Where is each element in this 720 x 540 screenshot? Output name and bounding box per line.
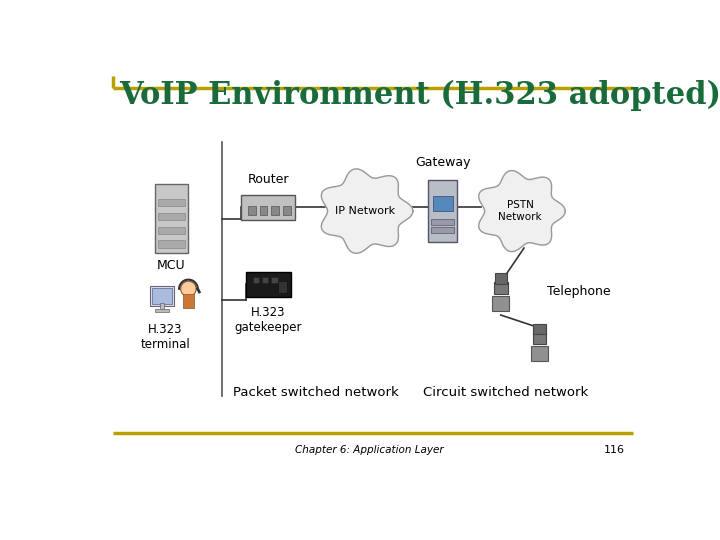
- FancyBboxPatch shape: [248, 206, 256, 215]
- FancyBboxPatch shape: [158, 240, 184, 248]
- Text: MCU: MCU: [157, 259, 186, 272]
- FancyBboxPatch shape: [533, 332, 546, 345]
- FancyBboxPatch shape: [260, 206, 267, 215]
- Text: H.323
terminal: H.323 terminal: [140, 323, 190, 351]
- FancyBboxPatch shape: [271, 278, 277, 284]
- Text: Router: Router: [248, 173, 289, 186]
- Circle shape: [181, 281, 196, 296]
- FancyBboxPatch shape: [531, 346, 548, 361]
- FancyBboxPatch shape: [158, 226, 184, 234]
- Text: Packet switched network: Packet switched network: [233, 386, 399, 399]
- Polygon shape: [321, 169, 413, 253]
- FancyBboxPatch shape: [534, 323, 546, 334]
- Text: H.323
gatekeeper: H.323 gatekeeper: [235, 306, 302, 334]
- FancyBboxPatch shape: [494, 282, 508, 294]
- FancyBboxPatch shape: [246, 272, 291, 296]
- FancyBboxPatch shape: [271, 206, 279, 215]
- FancyBboxPatch shape: [433, 195, 453, 211]
- FancyBboxPatch shape: [155, 184, 188, 253]
- FancyBboxPatch shape: [150, 286, 174, 306]
- Text: 116: 116: [604, 445, 625, 455]
- FancyBboxPatch shape: [183, 294, 194, 308]
- FancyBboxPatch shape: [428, 180, 457, 242]
- Text: Gateway: Gateway: [415, 156, 470, 168]
- FancyBboxPatch shape: [253, 278, 259, 284]
- Text: Chapter 6: Application Layer: Chapter 6: Application Layer: [294, 445, 444, 455]
- FancyBboxPatch shape: [160, 303, 164, 309]
- FancyBboxPatch shape: [431, 227, 454, 233]
- FancyBboxPatch shape: [277, 281, 287, 294]
- FancyBboxPatch shape: [492, 296, 509, 311]
- Polygon shape: [479, 171, 565, 252]
- FancyBboxPatch shape: [283, 206, 291, 215]
- FancyBboxPatch shape: [262, 278, 269, 284]
- Text: Circuit switched network: Circuit switched network: [423, 386, 588, 399]
- FancyBboxPatch shape: [431, 219, 454, 225]
- FancyBboxPatch shape: [158, 213, 184, 220]
- Text: PSTN
Network: PSTN Network: [498, 200, 542, 222]
- Text: IP Network: IP Network: [335, 206, 395, 216]
- Text: Telephone: Telephone: [547, 286, 611, 299]
- FancyBboxPatch shape: [152, 288, 172, 303]
- Text: VoIP Environment (H.323 adopted): VoIP Environment (H.323 adopted): [120, 80, 720, 111]
- FancyBboxPatch shape: [158, 199, 184, 206]
- FancyBboxPatch shape: [241, 195, 295, 220]
- FancyBboxPatch shape: [155, 308, 169, 312]
- FancyBboxPatch shape: [495, 273, 507, 284]
